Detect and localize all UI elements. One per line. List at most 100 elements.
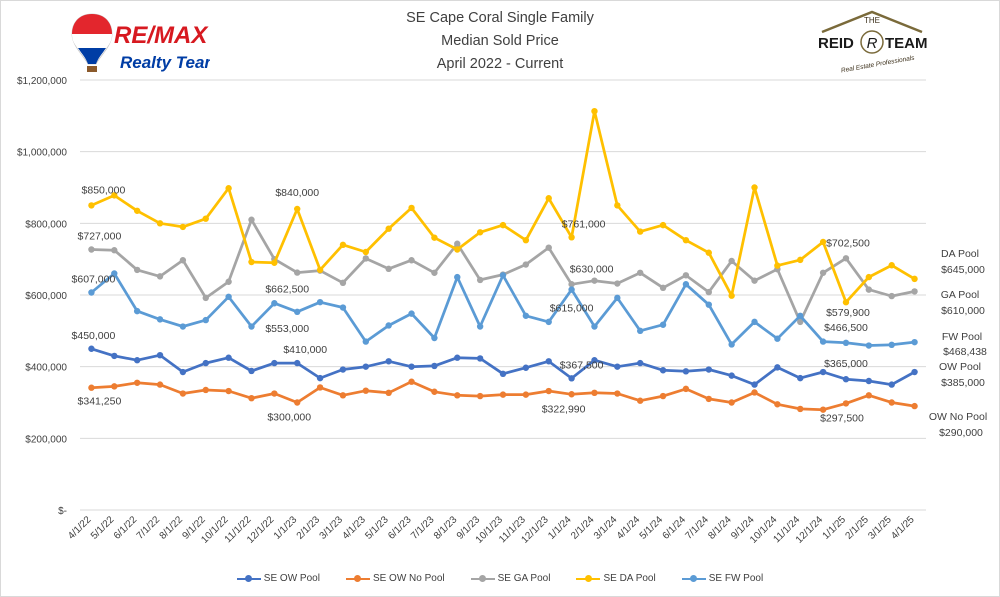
data-point bbox=[294, 205, 301, 213]
data-point bbox=[271, 259, 278, 266]
chart-title-line-2: Median Sold Price bbox=[441, 33, 559, 49]
data-point bbox=[614, 294, 621, 302]
x-tick-label: 3/1/23 bbox=[318, 514, 346, 542]
data-point bbox=[728, 292, 735, 299]
data-point bbox=[659, 284, 667, 292]
end-label-value: $385,000 bbox=[941, 377, 985, 389]
data-label: $840,000 bbox=[275, 187, 319, 199]
legend-item: SE FW Pool bbox=[681, 573, 764, 584]
data-point bbox=[339, 279, 347, 287]
data-point bbox=[294, 269, 301, 276]
legend-swatch bbox=[576, 574, 601, 584]
data-label: $466,500 bbox=[824, 322, 868, 334]
series-line-se-fw-pool bbox=[90, 272, 915, 347]
data-point bbox=[133, 266, 141, 274]
data-point bbox=[202, 215, 209, 222]
x-tick-label: 1/1/25 bbox=[821, 514, 849, 542]
data-point bbox=[156, 352, 164, 359]
data-point bbox=[431, 334, 438, 342]
data-point bbox=[728, 257, 735, 265]
data-point bbox=[911, 338, 918, 346]
x-tick-label: 4/1/25 bbox=[889, 514, 917, 542]
x-axis-tick-labels: 4/1/225/1/226/1/227/1/228/1/229/1/2210/1… bbox=[66, 514, 917, 546]
data-point bbox=[408, 257, 415, 264]
data-label: $727,000 bbox=[78, 230, 122, 242]
data-point bbox=[476, 392, 484, 400]
x-tick-label: 5/1/23 bbox=[363, 514, 391, 542]
data-point bbox=[705, 395, 712, 403]
data-point bbox=[911, 368, 918, 376]
reid-logo-name: REID bbox=[818, 35, 854, 52]
data-point bbox=[385, 265, 392, 273]
data-point bbox=[454, 392, 461, 399]
data-point bbox=[179, 368, 187, 376]
data-point bbox=[408, 363, 415, 370]
data-point bbox=[431, 234, 438, 241]
data-point bbox=[728, 399, 735, 406]
data-point bbox=[659, 392, 667, 400]
end-labels: DA Pool $645,000 GA Pool $610,000 FW Pool $46… bbox=[929, 248, 987, 439]
chart-legend: SE OW Pool SE OW No Pool SE GA Pool SE DA P… bbox=[0, 573, 1000, 584]
data-point bbox=[156, 316, 164, 323]
data-point bbox=[705, 366, 712, 373]
data-point bbox=[476, 276, 484, 284]
x-tick-label: 8/1/22 bbox=[158, 514, 186, 542]
data-label: $662,500 bbox=[265, 284, 309, 296]
data-point bbox=[225, 293, 232, 300]
end-label-name: OW Pool bbox=[939, 361, 981, 373]
data-point bbox=[111, 270, 118, 277]
legend-label: SE FW Pool bbox=[708, 573, 764, 584]
data-point bbox=[156, 381, 164, 388]
data-point bbox=[362, 248, 370, 256]
data-point bbox=[362, 387, 370, 394]
data-point bbox=[339, 241, 347, 249]
data-label: $553,000 bbox=[265, 323, 309, 335]
data-point bbox=[522, 312, 530, 319]
data-point bbox=[316, 384, 324, 391]
data-point bbox=[225, 354, 232, 361]
data-point bbox=[316, 298, 324, 306]
data-point bbox=[111, 247, 118, 254]
remax-logo: RE/MAX Realty Team bbox=[71, 13, 210, 72]
data-point bbox=[545, 318, 552, 326]
data-point bbox=[682, 281, 690, 288]
data-point bbox=[294, 359, 301, 367]
data-point bbox=[774, 401, 781, 408]
legend-swatch bbox=[470, 574, 495, 584]
end-label-name: DA Pool bbox=[941, 248, 979, 260]
data-point bbox=[522, 261, 530, 268]
data-point bbox=[682, 385, 690, 393]
data-point bbox=[476, 355, 484, 362]
data-point bbox=[774, 335, 781, 342]
data-point bbox=[636, 228, 644, 235]
data-point bbox=[179, 323, 187, 330]
data-point bbox=[362, 363, 370, 370]
data-point bbox=[705, 301, 712, 308]
data-point bbox=[842, 400, 850, 407]
legend-swatch bbox=[236, 574, 261, 584]
y-tick-label: $1,000,000 bbox=[17, 148, 67, 159]
data-label: $365,000 bbox=[824, 358, 868, 370]
monogram-seal-icon bbox=[860, 30, 884, 54]
y-tick-label: $400,000 bbox=[25, 363, 67, 374]
data-point bbox=[682, 368, 690, 375]
data-point bbox=[522, 236, 530, 244]
data-point bbox=[362, 255, 370, 262]
data-point bbox=[659, 367, 667, 374]
y-tick-label: $200,000 bbox=[25, 434, 67, 445]
x-tick-label: 1/1/23 bbox=[272, 514, 300, 542]
data-point bbox=[545, 244, 552, 251]
data-point bbox=[431, 269, 438, 276]
data-point bbox=[568, 286, 575, 293]
data-point bbox=[202, 386, 209, 394]
data-point bbox=[614, 363, 621, 370]
x-tick-label: 2/1/24 bbox=[569, 514, 597, 542]
legend-item: SE OW Pool bbox=[236, 573, 320, 584]
data-label: $615,000 bbox=[550, 303, 594, 315]
data-point bbox=[751, 277, 758, 284]
data-point bbox=[797, 374, 804, 382]
legend-item: SE DA Pool bbox=[576, 573, 656, 584]
data-point bbox=[88, 345, 95, 352]
data-point bbox=[819, 269, 827, 276]
data-point bbox=[751, 318, 758, 326]
